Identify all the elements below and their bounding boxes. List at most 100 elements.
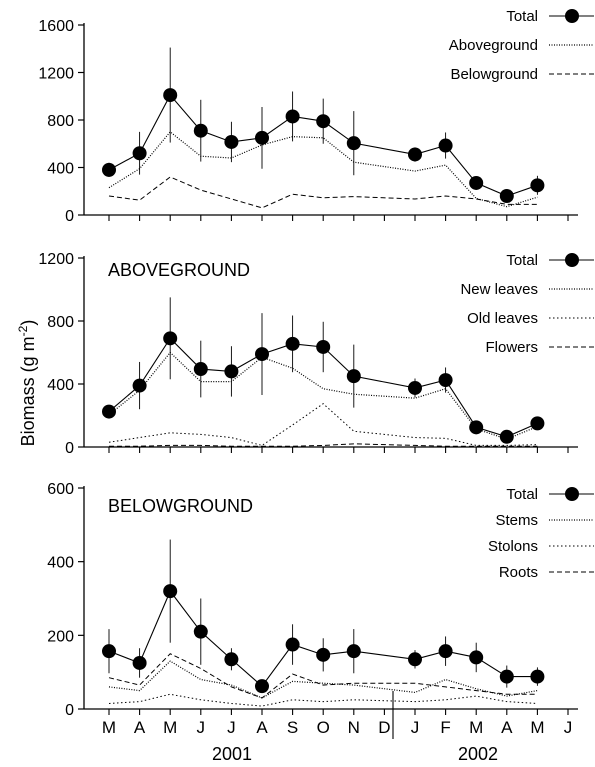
data-point bbox=[255, 679, 269, 694]
legend-label: Flowers bbox=[485, 339, 538, 356]
y-tick-label: 800 bbox=[47, 314, 74, 331]
data-point bbox=[102, 162, 116, 177]
data-point bbox=[469, 650, 484, 665]
series-aboveground bbox=[108, 131, 538, 208]
month-label: M bbox=[469, 718, 483, 737]
series-line bbox=[108, 176, 538, 209]
data-point bbox=[346, 644, 361, 659]
data-point bbox=[530, 416, 545, 431]
data-point bbox=[255, 130, 269, 145]
legend-label: Belowground bbox=[450, 66, 538, 83]
month-label: J bbox=[197, 718, 206, 737]
data-point bbox=[285, 637, 300, 652]
data-point bbox=[163, 331, 178, 346]
data-point bbox=[408, 147, 422, 162]
data-point bbox=[530, 669, 545, 684]
month-label: D bbox=[378, 718, 390, 737]
legend: Total Stems Stolons Roots bbox=[488, 486, 594, 581]
legend-label: Total bbox=[506, 252, 538, 269]
month-label: F bbox=[440, 718, 450, 737]
data-point bbox=[193, 624, 208, 639]
data-point bbox=[438, 644, 453, 659]
panel-3: 0 200 400 600 BELOWGROUND Total Stems Stolons Ro… bbox=[47, 481, 594, 719]
year-label-2001: 2001 bbox=[212, 744, 252, 764]
legend-label: Old leaves bbox=[467, 310, 538, 327]
data-point bbox=[499, 429, 514, 444]
y-tick-label: 400 bbox=[47, 377, 74, 394]
data-point bbox=[316, 339, 331, 354]
month-label: S bbox=[287, 718, 298, 737]
month-label: M bbox=[163, 718, 177, 737]
data-point bbox=[285, 109, 300, 124]
series-line bbox=[108, 693, 538, 707]
data-point bbox=[193, 362, 208, 377]
legend-label: Stems bbox=[495, 512, 538, 529]
series-flowers bbox=[109, 443, 538, 447]
month-label: A bbox=[501, 718, 513, 737]
series-total bbox=[102, 297, 545, 444]
y-tick-label: 600 bbox=[47, 481, 74, 498]
y-tick-label: 0 bbox=[65, 208, 74, 225]
legend-marker bbox=[565, 253, 579, 267]
data-point bbox=[408, 380, 422, 395]
series-stems bbox=[108, 660, 538, 699]
legend-marker bbox=[565, 9, 579, 23]
chart-panels: 0 400 800 1200 1600 Total Aboveground Belowgrou… bbox=[38, 8, 594, 719]
y-tick-label: 200 bbox=[47, 628, 74, 645]
data-point bbox=[224, 652, 239, 667]
series-line bbox=[108, 94, 538, 197]
data-point bbox=[530, 178, 545, 193]
data-point bbox=[132, 378, 147, 393]
month-label: J bbox=[411, 718, 420, 737]
y-tick-label: 400 bbox=[47, 555, 74, 572]
panel-title: ABOVEGROUND bbox=[108, 260, 250, 280]
data-point bbox=[224, 134, 239, 149]
legend-label: New leaves bbox=[460, 281, 538, 298]
y-tick-label: 400 bbox=[47, 161, 74, 178]
series-line bbox=[109, 443, 538, 447]
y-tick-label: 0 bbox=[65, 440, 74, 457]
month-label: M bbox=[102, 718, 116, 737]
data-point bbox=[224, 364, 239, 379]
data-point bbox=[316, 647, 331, 662]
series-line bbox=[108, 351, 538, 440]
legend: Total New leaves Old leaves Flowers bbox=[460, 252, 594, 356]
data-point bbox=[408, 652, 422, 667]
legend-label: Roots bbox=[499, 564, 538, 581]
month-label: O bbox=[317, 718, 330, 737]
data-point bbox=[132, 655, 147, 670]
series-line bbox=[108, 337, 538, 438]
data-point bbox=[438, 373, 453, 388]
series-roots bbox=[108, 653, 538, 699]
series-old-leaves bbox=[108, 403, 538, 446]
series-belowground bbox=[108, 176, 538, 209]
data-point bbox=[102, 404, 116, 419]
data-point bbox=[316, 114, 331, 129]
series-total bbox=[102, 539, 545, 694]
data-point bbox=[469, 420, 484, 435]
series-line bbox=[108, 131, 538, 208]
data-point bbox=[193, 123, 208, 138]
y-tick-label: 1200 bbox=[38, 66, 74, 83]
month-label: J bbox=[227, 718, 236, 737]
legend-label: Total bbox=[506, 8, 538, 25]
month-label: M bbox=[530, 718, 544, 737]
panel-2: 0 400 800 1200 ABOVEGROUND Total New leaves Old… bbox=[38, 251, 594, 457]
y-tick-label: 800 bbox=[47, 113, 74, 130]
month-label: N bbox=[348, 718, 360, 737]
series-line bbox=[108, 403, 538, 446]
data-point bbox=[469, 175, 484, 190]
panel-1: 0 400 800 1200 1600 Total Aboveground Belowgrou… bbox=[38, 8, 594, 225]
y-tick-label: 1200 bbox=[38, 251, 74, 268]
series-line bbox=[108, 660, 538, 699]
data-point bbox=[346, 369, 361, 384]
panel-title: BELOWGROUND bbox=[108, 496, 253, 516]
data-point bbox=[438, 138, 453, 153]
legend-marker bbox=[565, 487, 579, 501]
data-point bbox=[499, 189, 514, 203]
data-point bbox=[285, 336, 300, 351]
legend-label: Total bbox=[506, 486, 538, 503]
data-point bbox=[346, 136, 361, 151]
series-stolons bbox=[108, 693, 538, 707]
